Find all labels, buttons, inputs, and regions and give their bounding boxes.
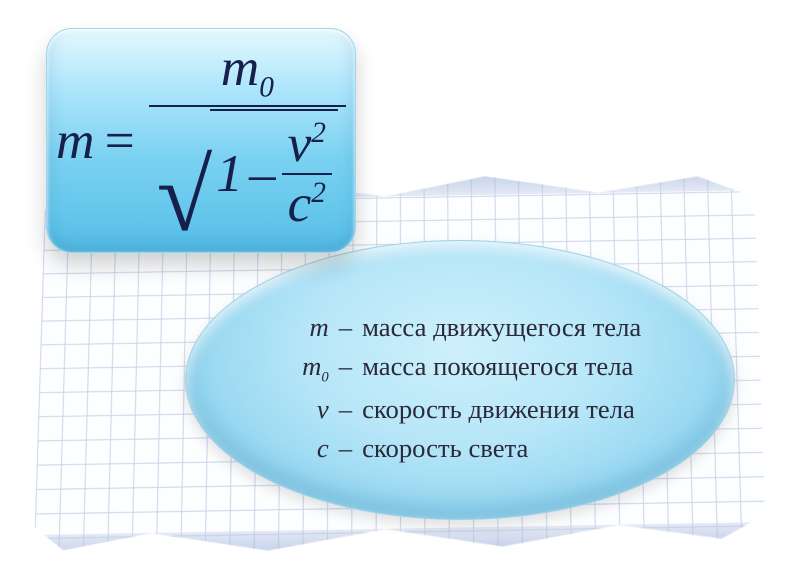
definition-text: скорость света: [362, 433, 641, 464]
inner-frac-top: v2: [282, 115, 332, 172]
definition-dash: –: [339, 351, 352, 382]
radicand: 1 – v2 c2: [210, 109, 338, 232]
formula-numerator: m0: [213, 39, 282, 105]
definition-text: масса покоящегося тела: [362, 351, 641, 382]
definition-text: скорость движения тела: [362, 394, 641, 425]
radicand-one: 1: [216, 147, 243, 200]
formula-lhs: m: [56, 109, 95, 171]
definition-dash: –: [339, 394, 352, 425]
definition-text: масса движущегося тела: [362, 312, 641, 343]
definitions-list: m – масса движущегося тела m0 – масса по…: [295, 312, 641, 464]
definitions-oval: m – масса движущегося тела m0 – масса по…: [185, 240, 735, 520]
radicand-minus: –: [249, 147, 276, 200]
definition-symbol: m: [295, 312, 329, 343]
formula-card: m = m0 √ 1 – v2: [46, 28, 356, 253]
definition-dash: –: [339, 433, 352, 464]
definition-symbol: c: [295, 433, 329, 464]
formula-denominator: √ 1 – v2 c2: [149, 107, 346, 241]
definition-dash: –: [339, 312, 352, 343]
formula-equals: =: [105, 109, 135, 171]
definition-symbol: m0: [295, 351, 329, 386]
relativistic-mass-formula: m = m0 √ 1 – v2: [56, 39, 346, 241]
inner-frac-bottom: c2: [282, 175, 332, 232]
radical-sign: √: [157, 109, 213, 232]
formula-main-fraction: m0 √ 1 – v2 c2: [149, 39, 346, 241]
definition-symbol: v: [295, 394, 329, 425]
square-root: √ 1 – v2 c2: [157, 109, 338, 232]
inner-fraction: v2 c2: [282, 115, 332, 232]
